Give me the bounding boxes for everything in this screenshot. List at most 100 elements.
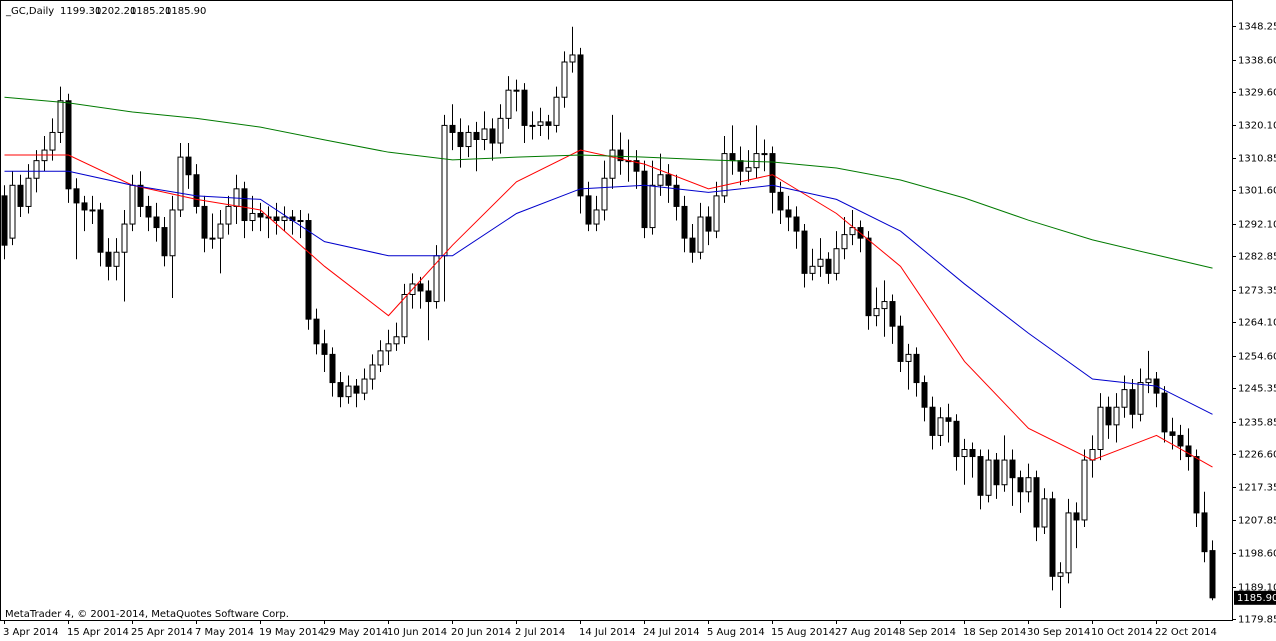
moving-average <box>4 149 1213 468</box>
candle-body-down <box>201 205 208 239</box>
candle-body-up <box>1081 459 1088 521</box>
candle-body-down <box>425 290 432 303</box>
candle-body-up <box>761 153 768 156</box>
y-tick-label: 1320.10 <box>1238 121 1276 132</box>
candle-body-up <box>505 89 512 119</box>
x-tick-label: 10 Oct 2014 <box>1091 627 1153 638</box>
x-tick-label: 15 Apr 2014 <box>67 627 129 638</box>
candle-body-down <box>1177 434 1184 447</box>
x-tick-label: 29 May 2014 <box>323 627 388 638</box>
candle-body-down <box>737 160 744 172</box>
candle-body-up <box>57 100 64 133</box>
candle-body-down <box>1201 512 1208 553</box>
y-tick-label: 1301.60 <box>1238 186 1276 197</box>
candle-body-up <box>441 124 448 257</box>
candle-body-up <box>841 234 848 250</box>
candle-body-down <box>689 237 696 253</box>
candle-body-down <box>1009 459 1016 479</box>
candle-body-up <box>1097 406 1104 450</box>
candle-body-down <box>785 209 792 218</box>
candle-body-down <box>577 54 584 197</box>
candle-body-up <box>401 294 408 338</box>
x-tick-label: 2 Jul 2014 <box>515 627 565 638</box>
candle-body-up <box>961 449 968 458</box>
candle-body-down <box>305 220 312 320</box>
candle-body-up <box>593 209 600 225</box>
x-tick-label: 20 Jun 2014 <box>451 627 511 638</box>
y-tick-label: 1207.85 <box>1238 516 1276 527</box>
candle-body-up <box>817 258 824 267</box>
candle-body-down <box>705 216 712 232</box>
candle-body-up <box>497 117 504 144</box>
candle-body-down <box>825 258 832 274</box>
y-tick-label: 1226.60 <box>1238 450 1276 461</box>
candle-body-down <box>353 385 360 394</box>
candle-body-up <box>377 350 384 366</box>
candle-body-up <box>25 177 32 207</box>
candle-body-down <box>473 131 480 140</box>
header-close: 1185.90 <box>165 6 206 17</box>
last-price-tag <box>1234 590 1276 605</box>
x-tick-label: 8 Sep 2014 <box>899 627 956 638</box>
x-tick-label: 27 Aug 2014 <box>835 627 899 638</box>
x-tick-label: 24 Jul 2014 <box>643 627 700 638</box>
candle-body-down <box>153 216 160 229</box>
moving-average <box>4 170 1213 415</box>
candle-body-up <box>225 205 232 225</box>
candle-body-up <box>169 209 176 257</box>
candle-body-down <box>929 406 936 436</box>
candle-body-up <box>209 237 216 240</box>
x-tick-label: 7 May 2014 <box>195 627 254 638</box>
candle-body-up <box>985 459 992 496</box>
candle-body-up <box>113 251 120 267</box>
candle-body-up <box>1001 459 1008 486</box>
candle-body-down <box>1169 431 1176 436</box>
candle-body-down <box>273 216 280 222</box>
candle-body-up <box>609 149 616 179</box>
candle-body-down <box>73 188 80 204</box>
candle-body-down <box>993 459 1000 486</box>
candle-body-up <box>849 227 856 236</box>
y-tick-label: 1282.85 <box>1238 252 1276 263</box>
candle-body-down <box>889 301 896 327</box>
candle-body-up <box>385 343 392 352</box>
y-tick-label: 1264.10 <box>1238 318 1276 329</box>
x-tick-label: 15 Aug 2014 <box>771 627 835 638</box>
candle-body-down <box>1073 512 1080 521</box>
candle-body-down <box>1161 392 1168 433</box>
candle-body-down <box>241 188 248 222</box>
candle-body-up <box>1113 406 1120 426</box>
y-tick-label: 1329.60 <box>1238 88 1276 99</box>
candle-body-down <box>665 174 672 186</box>
candle-body-up <box>1089 449 1096 461</box>
candle-body-down <box>105 251 112 267</box>
candle-body-down <box>945 417 952 422</box>
candle-body-down <box>1209 550 1216 599</box>
candle-body-down <box>681 205 688 239</box>
candle-body-down <box>321 343 328 355</box>
candle-body-up <box>873 308 880 317</box>
candle-body-down <box>1049 498 1056 577</box>
candle-body-down <box>185 156 192 176</box>
candle-body-up <box>1025 477 1032 493</box>
header-open: 1199.30 <box>60 6 101 17</box>
candle-body-down <box>801 230 808 274</box>
x-tick-label: 30 Sep 2014 <box>1027 627 1090 638</box>
header-high: 1202.20 <box>95 6 136 17</box>
candle-body-down <box>313 318 320 345</box>
x-tick-label: 22 Oct 2014 <box>1155 627 1217 638</box>
copyright: MetaTrader 4, © 2001-2014, MetaQuotes So… <box>5 609 289 620</box>
candle-body-up <box>129 184 136 225</box>
candle-body-down <box>729 153 736 162</box>
candle-body-down <box>913 353 920 384</box>
candle-body-down <box>1185 445 1192 458</box>
candle-body-down <box>521 89 528 126</box>
candle-body-up <box>481 128 488 141</box>
candle-body-up <box>745 167 752 172</box>
candle-body-up <box>281 216 288 222</box>
y-tick-label: 1254.60 <box>1238 352 1276 363</box>
x-tick-label: 19 May 2014 <box>259 627 324 638</box>
candle-body-down <box>137 184 144 207</box>
y-tick-label: 1198.60 <box>1238 549 1276 560</box>
